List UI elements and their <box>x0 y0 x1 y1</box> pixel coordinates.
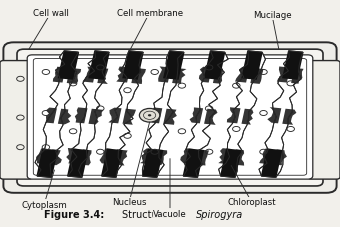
Polygon shape <box>183 52 228 178</box>
Polygon shape <box>75 108 87 124</box>
Polygon shape <box>213 69 223 84</box>
Polygon shape <box>204 109 218 125</box>
Polygon shape <box>97 69 108 85</box>
Polygon shape <box>88 52 110 80</box>
Polygon shape <box>67 69 81 85</box>
FancyBboxPatch shape <box>27 56 313 179</box>
Polygon shape <box>53 67 66 83</box>
Polygon shape <box>282 52 304 80</box>
Polygon shape <box>114 150 128 166</box>
FancyBboxPatch shape <box>308 61 340 179</box>
Polygon shape <box>108 108 121 124</box>
Polygon shape <box>66 148 79 164</box>
Text: Cell wall: Cell wall <box>29 9 69 50</box>
Polygon shape <box>199 67 212 83</box>
Polygon shape <box>267 108 281 124</box>
Polygon shape <box>102 52 143 178</box>
Polygon shape <box>68 52 109 178</box>
Circle shape <box>139 109 160 123</box>
Polygon shape <box>131 69 146 85</box>
Polygon shape <box>183 149 204 178</box>
Text: Cytoplasm: Cytoplasm <box>21 170 67 209</box>
Polygon shape <box>36 149 48 164</box>
Text: Vacuole: Vacuole <box>153 159 187 218</box>
Polygon shape <box>36 149 58 178</box>
Polygon shape <box>241 52 263 80</box>
Polygon shape <box>163 52 185 80</box>
Polygon shape <box>101 149 122 178</box>
FancyBboxPatch shape <box>0 61 32 179</box>
Polygon shape <box>154 150 167 165</box>
Polygon shape <box>219 52 266 178</box>
Polygon shape <box>218 148 232 164</box>
Polygon shape <box>172 69 186 84</box>
Polygon shape <box>122 109 136 125</box>
Polygon shape <box>204 52 225 80</box>
Polygon shape <box>180 149 194 164</box>
Polygon shape <box>189 108 203 124</box>
Polygon shape <box>259 149 272 164</box>
Polygon shape <box>148 108 162 124</box>
Polygon shape <box>227 108 240 124</box>
Polygon shape <box>142 149 163 178</box>
Circle shape <box>148 115 151 117</box>
FancyBboxPatch shape <box>17 50 323 186</box>
Polygon shape <box>277 67 290 83</box>
Polygon shape <box>241 109 253 125</box>
Text: Structure of: Structure of <box>122 210 183 220</box>
Polygon shape <box>58 52 79 80</box>
Polygon shape <box>158 67 171 83</box>
FancyBboxPatch shape <box>3 43 337 193</box>
Text: Mucilage: Mucilage <box>253 11 291 50</box>
Polygon shape <box>282 109 296 125</box>
Polygon shape <box>259 52 303 178</box>
Polygon shape <box>35 52 79 178</box>
Polygon shape <box>142 52 184 178</box>
Text: Cell membrane: Cell membrane <box>117 9 183 52</box>
Polygon shape <box>195 150 209 166</box>
Polygon shape <box>220 149 241 178</box>
Polygon shape <box>163 109 177 125</box>
Polygon shape <box>261 149 282 178</box>
Polygon shape <box>122 52 144 80</box>
Text: Spirogyra: Spirogyra <box>195 210 243 220</box>
Text: Figure 3.4:: Figure 3.4: <box>44 210 108 220</box>
Polygon shape <box>80 150 91 166</box>
Polygon shape <box>235 68 249 83</box>
Text: Chloroplast: Chloroplast <box>227 166 276 207</box>
Polygon shape <box>46 108 57 124</box>
Polygon shape <box>49 150 62 165</box>
Polygon shape <box>58 109 71 125</box>
Polygon shape <box>250 69 264 84</box>
Polygon shape <box>67 149 88 178</box>
Polygon shape <box>82 67 96 83</box>
Polygon shape <box>233 150 244 166</box>
Text: Nucleus: Nucleus <box>112 123 150 207</box>
Polygon shape <box>140 149 153 164</box>
Polygon shape <box>116 67 130 83</box>
Polygon shape <box>291 69 304 84</box>
Polygon shape <box>273 150 287 166</box>
Polygon shape <box>100 149 113 164</box>
Polygon shape <box>88 109 103 125</box>
